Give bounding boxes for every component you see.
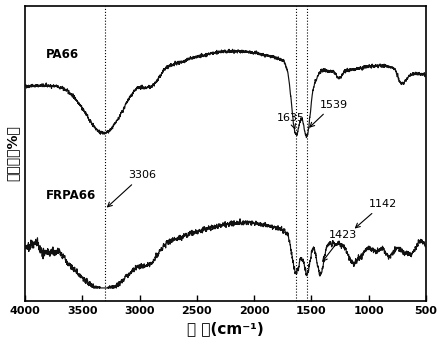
Text: 1423: 1423 bbox=[323, 230, 357, 261]
Text: 1539: 1539 bbox=[310, 100, 348, 127]
Text: PA66: PA66 bbox=[46, 48, 79, 61]
Text: FRPA66: FRPA66 bbox=[46, 189, 96, 202]
Text: 1635: 1635 bbox=[277, 113, 305, 129]
Text: 3306: 3306 bbox=[108, 170, 156, 207]
Y-axis label: 透光率（%）: 透光率（%） bbox=[6, 126, 19, 181]
Text: 1142: 1142 bbox=[355, 199, 397, 228]
X-axis label: 波 数(cm⁻¹): 波 数(cm⁻¹) bbox=[187, 321, 264, 337]
